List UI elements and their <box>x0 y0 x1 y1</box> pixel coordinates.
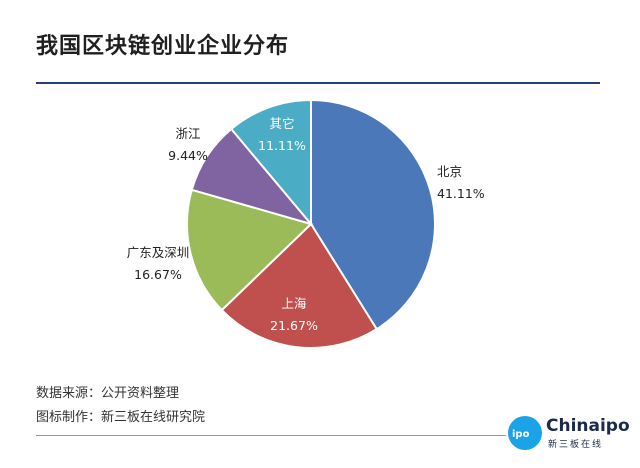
slice-value-label: 16.67% <box>134 267 182 282</box>
chart-title: 我国区块链创业企业分布 <box>36 34 290 59</box>
logo-name: Chinaipo <box>546 416 630 436</box>
chinaipo-logo: ipo Chinaipo 新三板在线 <box>508 412 630 456</box>
slice-value-label: 21.67% <box>270 318 318 333</box>
slice-label: 广东及深圳 <box>127 245 190 260</box>
pie-slice <box>220 222 379 349</box>
slice-label: 北京 <box>437 164 462 179</box>
slice-value-label: 11.11% <box>258 138 306 153</box>
slice-label: 浙江 <box>175 126 200 141</box>
logo-badge-text: ipo <box>512 429 530 440</box>
pie-slice <box>229 98 312 227</box>
slice-label: 上海 <box>281 296 307 311</box>
pie-labels: 北京 41.11% 上海 21.67% 广东及深圳 16.67% 浙江 9.44% 其它 11.1… <box>127 116 485 333</box>
logo-subtitle: 新三板在线 <box>548 440 604 450</box>
logo-badge-icon: ipo <box>508 416 542 450</box>
title-divider <box>36 82 600 84</box>
data-source: 数据来源：公开资料整理 <box>36 386 180 401</box>
slice-value-label: 9.44% <box>168 148 208 163</box>
pie-slices <box>186 98 436 349</box>
footer-divider <box>36 435 506 436</box>
slice-label: 其它 <box>269 116 294 131</box>
chart-maker: 图标制作：新三板在线研究院 <box>36 410 206 425</box>
slice-value-label: 41.11% <box>437 186 485 201</box>
pie-slice <box>186 188 313 312</box>
